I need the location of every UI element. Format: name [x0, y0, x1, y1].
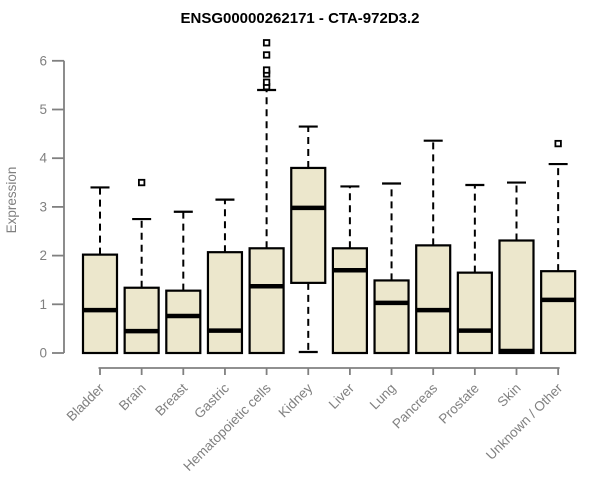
boxplot-group: [540, 139, 577, 355]
boxplot-group: [498, 181, 535, 355]
y-tick-label: 4: [39, 151, 47, 166]
y-tick-label: 5: [39, 102, 47, 117]
y-tick-label: 6: [39, 53, 47, 68]
box-iqr: [206, 251, 244, 355]
box-iqr: [456, 271, 493, 355]
boxplot-group: [456, 183, 493, 355]
box-iqr: [290, 166, 327, 284]
boxplot-group: [373, 182, 410, 355]
y-tick-label: 3: [39, 199, 47, 214]
x-tick-label: Brain: [116, 381, 149, 414]
box-iqr: [540, 270, 577, 355]
box-iqr: [123, 286, 160, 355]
box-iqr: [331, 247, 368, 355]
x-tick-label: Liver: [326, 380, 358, 412]
outlier-point: [137, 178, 146, 187]
y-axis-label: Expression: [4, 167, 19, 234]
box-iqr: [415, 244, 452, 355]
boxplot-group: [165, 210, 202, 355]
boxplot-group: [248, 39, 285, 355]
outlier-point: [262, 78, 271, 86]
boxplot-group: [331, 185, 368, 355]
x-tick-label: Prostate: [436, 381, 482, 427]
x-tick-label: Gastric: [191, 380, 232, 421]
outlier-point: [262, 39, 271, 47]
box-iqr: [165, 289, 202, 355]
y-tick-label: 2: [39, 248, 47, 263]
outlier-point: [262, 66, 271, 74]
y-tick-label: 0: [39, 346, 47, 361]
boxplot-group: [123, 178, 160, 355]
box-iqr: [498, 239, 535, 355]
boxplot-group: [81, 186, 119, 355]
x-tick-label: Bladder: [64, 380, 108, 424]
x-tick-label: Skin: [494, 381, 523, 410]
box-iqr: [81, 253, 119, 355]
x-tick-label: Kidney: [276, 380, 316, 420]
x-tick-label: Breast: [152, 380, 190, 418]
box-iqr: [248, 247, 285, 355]
outlier-point: [554, 139, 562, 148]
boxplot-group: [206, 198, 244, 355]
boxes-layer: [81, 39, 577, 355]
x-tick-label: Unknown / Other: [483, 380, 566, 463]
x-tick-label: Lung: [367, 381, 399, 413]
x-tick-label: Pancreas: [389, 380, 440, 431]
chart-title: ENSG00000262171 - CTA-972D3.2: [180, 10, 419, 27]
boxplot-group: [415, 139, 452, 355]
outlier-point: [262, 51, 271, 59]
y-tick-label: 1: [39, 297, 47, 312]
box-iqr: [373, 279, 410, 355]
boxplot-group: [290, 125, 327, 354]
